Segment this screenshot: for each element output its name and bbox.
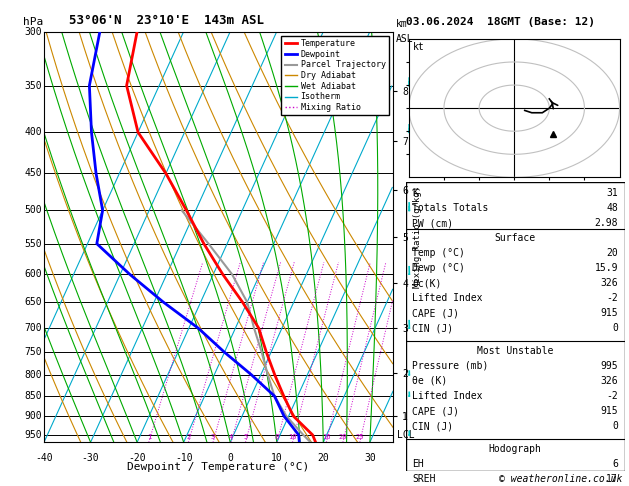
- Text: 53°06'N  23°10'E  143m ASL: 53°06'N 23°10'E 143m ASL: [69, 14, 264, 27]
- Text: 20: 20: [606, 248, 618, 258]
- Text: 950: 950: [25, 430, 42, 440]
- Text: 650: 650: [25, 297, 42, 307]
- Text: 48: 48: [606, 203, 618, 213]
- Text: -2: -2: [606, 293, 618, 303]
- Text: SREH: SREH: [412, 474, 436, 484]
- Text: 800: 800: [25, 370, 42, 380]
- Text: 750: 750: [25, 347, 42, 357]
- Text: hPa: hPa: [23, 17, 43, 28]
- Text: 550: 550: [25, 239, 42, 249]
- Text: CAPE (J): CAPE (J): [412, 406, 459, 416]
- Text: Hodograph: Hodograph: [489, 444, 542, 453]
- X-axis label: Dewpoint / Temperature (°C): Dewpoint / Temperature (°C): [128, 462, 309, 472]
- Text: 500: 500: [25, 206, 42, 215]
- Text: 0: 0: [227, 452, 233, 463]
- Text: 6: 6: [612, 459, 618, 469]
- Text: 600: 600: [25, 269, 42, 279]
- Text: θc(K): θc(K): [412, 278, 442, 288]
- Text: 15.9: 15.9: [594, 263, 618, 273]
- Text: 25: 25: [355, 434, 364, 440]
- Text: CAPE (J): CAPE (J): [412, 308, 459, 318]
- Text: 450: 450: [25, 169, 42, 178]
- Text: -30: -30: [82, 452, 99, 463]
- Text: 900: 900: [25, 411, 42, 421]
- Text: 17: 17: [606, 474, 618, 484]
- Text: CIN (J): CIN (J): [412, 421, 454, 431]
- Text: EH: EH: [412, 459, 424, 469]
- Text: 300: 300: [25, 27, 42, 36]
- Text: 700: 700: [25, 323, 42, 333]
- Text: 1: 1: [147, 434, 151, 440]
- Text: 10: 10: [288, 434, 297, 440]
- Text: ASL: ASL: [396, 34, 414, 44]
- Text: -20: -20: [128, 452, 146, 463]
- Text: 31: 31: [606, 188, 618, 198]
- Text: Totals Totals: Totals Totals: [412, 203, 489, 213]
- Text: LCL: LCL: [397, 430, 415, 440]
- Text: K: K: [412, 188, 418, 198]
- Legend: Temperature, Dewpoint, Parcel Trajectory, Dry Adiabat, Wet Adiabat, Isotherm, Mi: Temperature, Dewpoint, Parcel Trajectory…: [281, 36, 389, 115]
- Text: Dewp (°C): Dewp (°C): [412, 263, 465, 273]
- Text: -10: -10: [175, 452, 192, 463]
- Text: 20: 20: [338, 434, 347, 440]
- Text: 5: 5: [243, 434, 248, 440]
- Text: Lifted Index: Lifted Index: [412, 391, 483, 401]
- Text: -2: -2: [606, 391, 618, 401]
- Text: 20: 20: [318, 452, 329, 463]
- Text: 16: 16: [322, 434, 331, 440]
- Text: Most Unstable: Most Unstable: [477, 346, 554, 356]
- Text: 3: 3: [211, 434, 215, 440]
- Text: 03.06.2024  18GMT (Base: 12): 03.06.2024 18GMT (Base: 12): [406, 17, 594, 27]
- Text: 0: 0: [612, 323, 618, 333]
- Text: CIN (J): CIN (J): [412, 323, 454, 333]
- Text: 2.98: 2.98: [594, 218, 618, 228]
- Text: Temp (°C): Temp (°C): [412, 248, 465, 258]
- Text: Lifted Index: Lifted Index: [412, 293, 483, 303]
- Text: 326: 326: [601, 376, 618, 386]
- Text: 326: 326: [601, 278, 618, 288]
- Text: θe (K): θe (K): [412, 376, 447, 386]
- Text: Mixing Ratio (g/kg): Mixing Ratio (g/kg): [413, 186, 421, 288]
- Text: 400: 400: [25, 127, 42, 137]
- Text: -40: -40: [35, 452, 53, 463]
- Text: 915: 915: [601, 308, 618, 318]
- Text: km: km: [396, 19, 408, 29]
- Text: 915: 915: [601, 406, 618, 416]
- Text: 10: 10: [271, 452, 282, 463]
- Text: 4: 4: [229, 434, 233, 440]
- Text: kt: kt: [413, 42, 425, 52]
- Text: 850: 850: [25, 391, 42, 401]
- Text: © weatheronline.co.uk: © weatheronline.co.uk: [499, 473, 623, 484]
- Text: PW (cm): PW (cm): [412, 218, 454, 228]
- Text: 0: 0: [612, 421, 618, 431]
- Text: 30: 30: [364, 452, 376, 463]
- Text: Pressure (mb): Pressure (mb): [412, 361, 489, 371]
- Text: 2: 2: [186, 434, 191, 440]
- Text: 8: 8: [275, 434, 279, 440]
- Text: 350: 350: [25, 81, 42, 90]
- Text: 995: 995: [601, 361, 618, 371]
- Text: Surface: Surface: [494, 233, 536, 243]
